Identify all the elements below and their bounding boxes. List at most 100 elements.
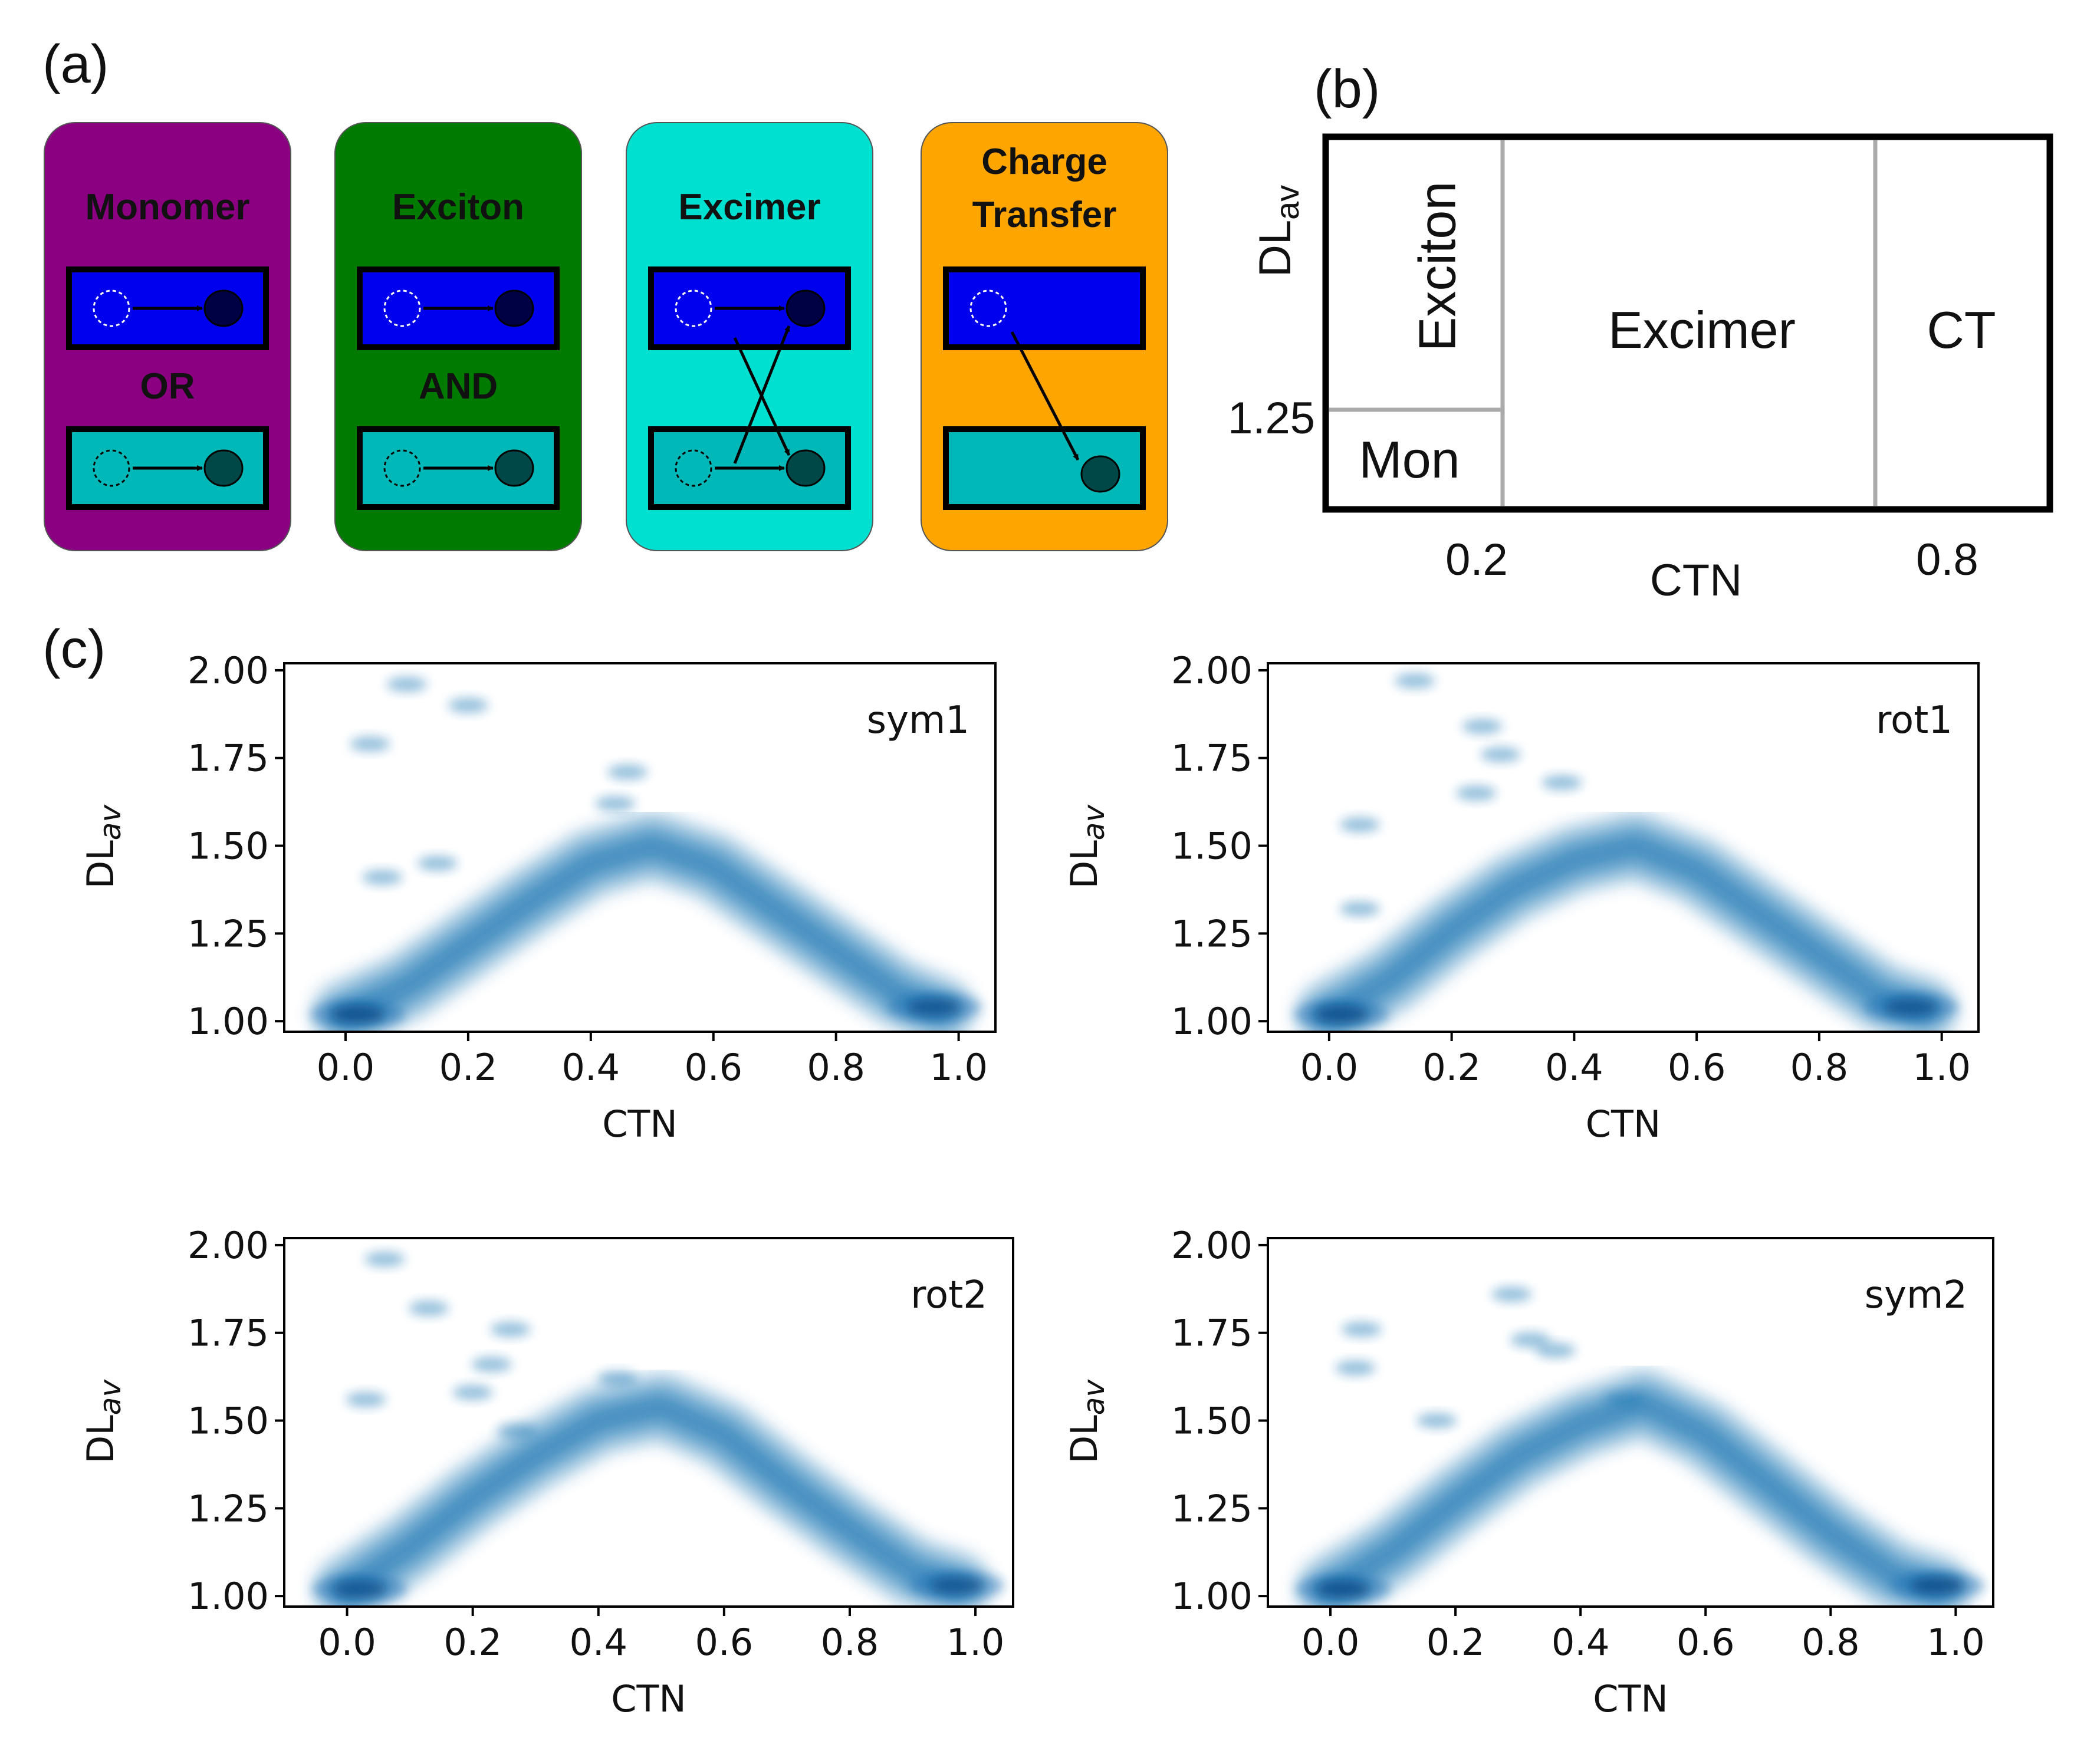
- x-tick-label: 0.2: [1422, 1046, 1481, 1089]
- density-island: [409, 1301, 449, 1317]
- y-axis-label: DLav: [1063, 804, 1111, 889]
- x-tick-label: 0.4: [1552, 1621, 1610, 1664]
- density-island: [597, 1371, 637, 1387]
- hole-circle: [93, 289, 130, 327]
- density-island: [595, 796, 636, 812]
- card-charge-transfer: Charge Transfer: [921, 122, 1168, 551]
- plot-frame: [1267, 662, 1980, 1033]
- density-island: [386, 676, 427, 692]
- regime-y-label: DLav: [1250, 185, 1306, 277]
- y-tick-label: 1.50: [1171, 825, 1253, 868]
- y-tick-label: 2.00: [188, 649, 269, 692]
- x-tick-label: 0.0: [1301, 1621, 1360, 1664]
- density-island: [1416, 1413, 1457, 1429]
- x-tick-label: 0.8: [807, 1046, 865, 1089]
- regime-ct: CT: [1927, 301, 1996, 359]
- panel-label-b: (b): [1314, 59, 1380, 119]
- regime-x-tick-0-8: 0.8: [1916, 535, 1978, 585]
- density-island: [346, 1391, 386, 1407]
- x-tick-label: 0.6: [684, 1046, 742, 1089]
- density-band-3: [1324, 1396, 1944, 1596]
- x-axis-label: CTN: [611, 1677, 686, 1720]
- density-island: [497, 1423, 537, 1439]
- y-tick-label: 1.25: [1171, 1487, 1253, 1530]
- x-axis-label: CTN: [1593, 1677, 1668, 1720]
- x-tick-label: 0.0: [317, 1046, 375, 1089]
- regime-y-tick: 1.25: [1228, 393, 1315, 443]
- density-island: [471, 1357, 512, 1373]
- card-title: Transfer: [972, 195, 1117, 235]
- x-tick-label: 1.0: [929, 1046, 988, 1089]
- y-tick-label: 1.25: [188, 1487, 269, 1530]
- y-axis-label: DLav: [79, 804, 127, 889]
- regime-exciton: Exciton: [1408, 182, 1466, 352]
- kde-plots: 0.0 0.2 0.4 0.6 0.8 1.0 1.00 1.25 1.50 1.75 2.00 CT…: [79, 649, 1994, 1720]
- hole-circle: [675, 289, 712, 327]
- density-island: [1342, 1321, 1382, 1337]
- regime-map-frame: [1322, 133, 2053, 513]
- density-band-3: [1322, 839, 1930, 1021]
- density-hotspot-core: [330, 1005, 385, 1023]
- plot-frame: [283, 1237, 1014, 1608]
- density-hotspot-core: [332, 1580, 387, 1598]
- density-island: [1339, 901, 1380, 917]
- hole-circle: [675, 449, 712, 487]
- density-island: [1541, 775, 1582, 791]
- y-tick-label: 1.00: [188, 1575, 269, 1618]
- density-band-3: [339, 839, 947, 1021]
- hole-circle: [383, 449, 421, 487]
- card-monomer: Monomer OR: [44, 122, 291, 551]
- x-tick-label: 0.2: [443, 1621, 502, 1664]
- y-tick-label: 1.00: [188, 1000, 269, 1043]
- y-axis-label: DLav: [79, 1379, 127, 1464]
- upper-state-box: [943, 266, 1146, 350]
- density-layer: [310, 676, 982, 1032]
- y-tick-label: 1.25: [188, 912, 269, 955]
- panel-label-c: (c): [42, 619, 106, 679]
- density-island: [1335, 1360, 1376, 1376]
- y-tick-label: 2.00: [1171, 649, 1253, 692]
- x-tick-label: 0.2: [1427, 1621, 1485, 1664]
- electron-dot: [494, 449, 534, 487]
- regime-mon: Mon: [1359, 430, 1460, 489]
- electron-dot: [203, 449, 244, 487]
- x-tick-label: 0.8: [1802, 1621, 1860, 1664]
- card-excimer: Excimer: [626, 122, 873, 551]
- electron-dot: [494, 289, 534, 327]
- density-island: [1604, 1391, 1645, 1407]
- x-axis-label: CTN: [1586, 1102, 1661, 1146]
- density-hotspot-core: [907, 998, 962, 1016]
- card-title: Exciton: [392, 187, 524, 228]
- regime-x-label: CTN: [1650, 555, 1742, 605]
- density-island: [1480, 746, 1521, 762]
- density-hotspot-core: [1884, 998, 1938, 1016]
- x-tick-label: 0.0: [318, 1621, 376, 1664]
- kde-plot-rot2: 0.0 0.2 0.4 0.6 0.8 1.0 1.00 1.25 1.50 1.75 2.00 CT…: [79, 1224, 1014, 1720]
- x-tick-label: 1.0: [946, 1621, 1005, 1664]
- y-tick-label: 1.75: [188, 737, 269, 780]
- card-connector: OR: [140, 366, 195, 407]
- y-tick-label: 1.50: [188, 1400, 269, 1443]
- electron-dot: [785, 449, 826, 487]
- plot-frame: [283, 662, 997, 1033]
- x-tick-label: 0.6: [1668, 1046, 1726, 1089]
- electron-dot: [785, 289, 826, 327]
- x-tick-label: 0.4: [562, 1046, 620, 1089]
- x-tick-label: 0.6: [1677, 1621, 1735, 1664]
- density-island: [448, 697, 488, 713]
- density-island: [1462, 719, 1503, 735]
- regime-x-tick-0-2: 0.2: [1445, 535, 1508, 585]
- y-tick-label: 1.75: [1171, 737, 1253, 780]
- x-tick-label: 0.6: [695, 1621, 754, 1664]
- y-tick-label: 1.50: [188, 825, 269, 868]
- panel-label-a: (a): [42, 34, 109, 94]
- y-tick-label: 1.75: [188, 1312, 269, 1355]
- y-tick-label: 2.00: [188, 1224, 269, 1267]
- system-label: rot1: [1876, 699, 1953, 742]
- hole-circle: [383, 289, 421, 327]
- x-tick-label: 1.0: [1912, 1046, 1971, 1089]
- density-island: [1535, 1342, 1576, 1358]
- density-island: [1510, 1332, 1551, 1348]
- density-hotspot-core: [1314, 1005, 1369, 1023]
